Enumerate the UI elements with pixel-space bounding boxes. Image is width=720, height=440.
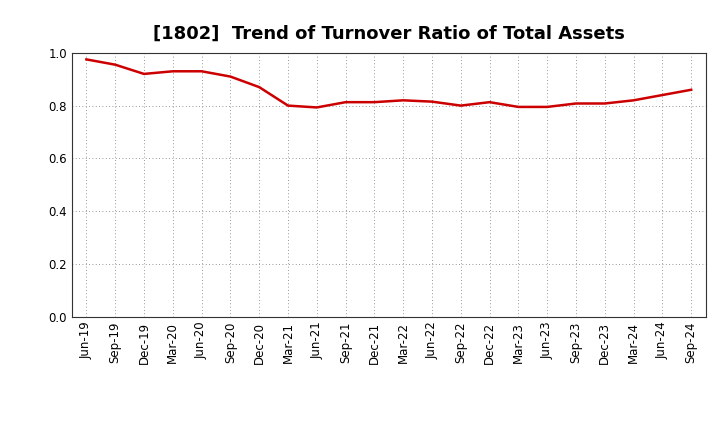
Title: [1802]  Trend of Turnover Ratio of Total Assets: [1802] Trend of Turnover Ratio of Total … [153,25,625,43]
